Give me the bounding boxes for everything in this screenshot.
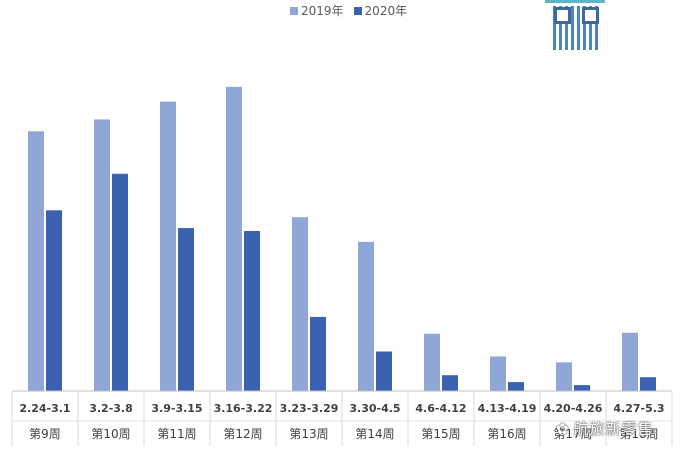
qr-top-bar	[545, 0, 605, 3]
bar-2020-6	[376, 351, 392, 391]
x-tick-label: 4.13-4.19	[478, 402, 537, 415]
x-tick-label: 4.6-4.12	[415, 402, 466, 415]
bar-2019-2	[94, 119, 110, 391]
bar-2019-10	[622, 332, 638, 391]
x-tick-label: 3.23-3.29	[280, 402, 339, 415]
x-week-label: 第15周	[421, 427, 460, 441]
x-tick-label: 4.20-4.26	[544, 402, 603, 415]
bar-2020-10	[640, 377, 656, 391]
bar-2020-1	[46, 210, 62, 391]
watermark: ✿ 航旅新零售	[556, 418, 654, 439]
x-week-label: 第18周	[619, 427, 658, 441]
legend-item-2019: 2019年	[290, 2, 344, 19]
legend-swatch-2020	[353, 6, 362, 15]
x-week-label: 第16周	[487, 427, 526, 441]
x-tick-label: 3.2-3.8	[89, 402, 133, 415]
x-week-label: 第11周	[157, 427, 196, 441]
bar-2020-4	[244, 231, 260, 391]
bar-2019-7	[424, 333, 440, 391]
bar-2020-3	[178, 228, 194, 391]
x-week-label: 第12周	[223, 427, 262, 441]
x-tick-label: 4.27-5.3	[613, 402, 664, 415]
bar-2019-8	[490, 356, 506, 391]
bar-2019-5	[292, 217, 308, 391]
bar-2019-9	[556, 362, 572, 391]
bar-2020-7	[442, 375, 458, 391]
bar-2020-5	[310, 316, 326, 391]
x-week-label: 第10周	[91, 427, 130, 441]
chart-legend: 2019年 2020年	[290, 2, 407, 19]
bar-2020-2	[112, 173, 128, 391]
watermark-text: 航旅新零售	[573, 420, 654, 438]
bar-2020-8	[508, 382, 524, 391]
legend-label-2020: 2020年	[364, 4, 408, 18]
x-week-label: 第9周	[29, 427, 61, 441]
bar-2019-3	[160, 101, 176, 391]
x-tick-label: 3.30-4.5	[349, 402, 400, 415]
bar-2019-1	[28, 131, 44, 391]
legend-item-2020: 2020年	[353, 2, 408, 19]
x-week-label: 第14周	[355, 427, 394, 441]
wechat-icon: ✿	[556, 419, 570, 438]
bar-2019-4	[226, 86, 242, 391]
qr-code-icon	[553, 6, 600, 50]
x-week-label: 第17周	[553, 427, 592, 441]
legend-swatch-2019	[290, 6, 298, 15]
x-tick-label: 3.9-3.15	[151, 402, 202, 415]
legend-label-2019: 2019年	[301, 4, 344, 18]
x-tick-label: 2.24-3.1	[19, 402, 70, 415]
x-tick-label: 3.16-3.22	[214, 402, 273, 415]
x-week-label: 第13周	[289, 427, 328, 441]
bar-2020-9	[574, 385, 590, 391]
bar-2019-6	[358, 241, 374, 391]
